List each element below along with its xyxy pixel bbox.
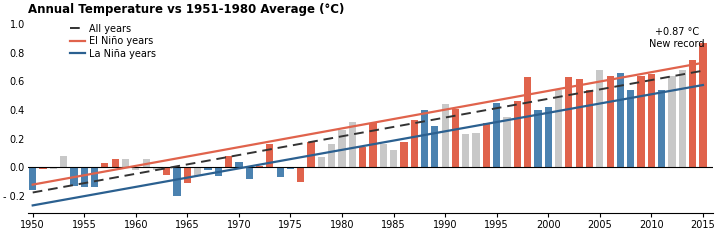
Bar bbox=[400, 142, 408, 168]
Bar bbox=[565, 77, 572, 168]
Bar bbox=[534, 110, 541, 168]
Bar bbox=[390, 150, 397, 168]
Bar bbox=[555, 90, 562, 168]
Bar bbox=[668, 76, 675, 168]
Bar bbox=[102, 163, 109, 168]
Bar bbox=[235, 162, 243, 168]
Bar bbox=[194, 168, 202, 176]
Bar bbox=[544, 107, 552, 168]
Bar bbox=[679, 70, 686, 168]
Bar bbox=[287, 168, 294, 169]
Bar bbox=[112, 159, 119, 168]
Bar bbox=[40, 168, 47, 169]
Bar bbox=[606, 76, 613, 168]
Text: +0.87 °C
New record: +0.87 °C New record bbox=[649, 27, 705, 48]
Legend: All years, El Niño years, La Niña years: All years, El Niño years, La Niña years bbox=[70, 24, 156, 59]
Bar bbox=[483, 123, 490, 168]
Bar bbox=[421, 110, 428, 168]
Bar bbox=[29, 168, 36, 190]
Bar bbox=[276, 168, 284, 178]
Bar bbox=[153, 168, 160, 170]
Bar bbox=[204, 168, 212, 170]
Bar bbox=[699, 43, 706, 168]
Bar bbox=[328, 144, 336, 168]
Bar bbox=[174, 168, 181, 196]
Bar bbox=[184, 168, 191, 183]
Bar bbox=[256, 166, 264, 168]
Bar bbox=[81, 168, 88, 188]
Text: Annual Temperature vs 1951-1980 Average (°C): Annual Temperature vs 1951-1980 Average … bbox=[27, 3, 344, 16]
Bar bbox=[122, 159, 129, 168]
Bar bbox=[472, 133, 480, 168]
Bar bbox=[71, 168, 78, 186]
Bar bbox=[462, 134, 469, 168]
Bar bbox=[369, 123, 377, 168]
Bar bbox=[575, 79, 582, 168]
Bar bbox=[441, 104, 449, 168]
Bar bbox=[338, 130, 346, 168]
Bar bbox=[617, 73, 624, 168]
Bar bbox=[586, 90, 593, 168]
Bar bbox=[318, 157, 325, 168]
Bar bbox=[348, 122, 356, 168]
Bar bbox=[524, 77, 531, 168]
Bar bbox=[410, 120, 418, 168]
Bar bbox=[493, 103, 500, 168]
Bar bbox=[60, 156, 67, 168]
Bar bbox=[379, 144, 387, 168]
Bar bbox=[627, 90, 634, 168]
Bar bbox=[637, 76, 644, 168]
Bar bbox=[132, 168, 140, 170]
Bar bbox=[163, 168, 171, 175]
Bar bbox=[266, 144, 274, 168]
Bar bbox=[50, 168, 57, 169]
Bar bbox=[225, 156, 233, 168]
Bar bbox=[91, 168, 98, 188]
Bar bbox=[431, 126, 438, 168]
Bar bbox=[246, 168, 253, 179]
Bar bbox=[215, 168, 222, 176]
Bar bbox=[452, 109, 459, 168]
Bar bbox=[307, 142, 315, 168]
Bar bbox=[297, 168, 305, 182]
Bar bbox=[658, 90, 665, 168]
Bar bbox=[503, 117, 510, 168]
Bar bbox=[143, 159, 150, 168]
Bar bbox=[596, 70, 603, 168]
Bar bbox=[359, 147, 366, 168]
Bar bbox=[514, 102, 521, 168]
Bar bbox=[648, 74, 655, 168]
Bar bbox=[689, 60, 696, 168]
